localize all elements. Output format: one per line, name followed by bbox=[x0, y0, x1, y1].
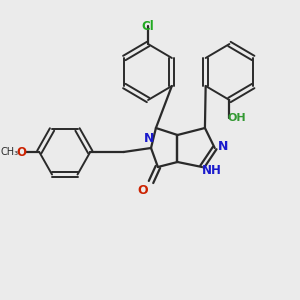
Text: N: N bbox=[218, 140, 228, 152]
Text: O: O bbox=[16, 146, 27, 158]
Text: CH₃: CH₃ bbox=[1, 147, 19, 157]
Text: Cl: Cl bbox=[142, 20, 154, 32]
Text: OH: OH bbox=[228, 113, 247, 123]
Text: NH: NH bbox=[202, 164, 222, 178]
Text: N: N bbox=[144, 131, 154, 145]
Text: O: O bbox=[138, 184, 148, 196]
